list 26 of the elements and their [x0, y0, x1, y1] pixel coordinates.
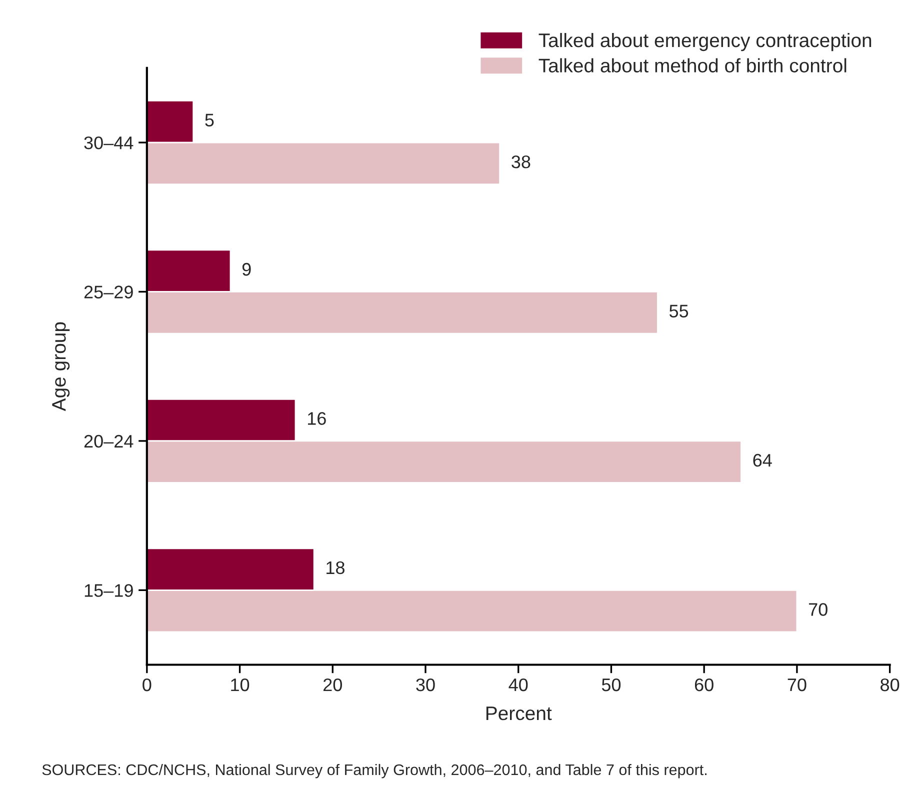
- x-tick-label: 70: [788, 678, 806, 692]
- data-label: 64: [753, 454, 772, 467]
- legend-label: Talked about method of birth control: [538, 58, 846, 72]
- x-axis-title: Percent: [486, 706, 552, 720]
- legend-label: Talked about emergency contraception: [538, 32, 872, 52]
- data-label: 38: [512, 155, 530, 168]
- x-tick-label: 50: [602, 678, 621, 692]
- x-tick-label: 30: [416, 678, 435, 692]
- source-note: SOURCES: CDC/NCHS, National Survey of Family Growth, 2006–2010, and Table 7 of this report.: [42, 764, 706, 778]
- y-tick-label: 30–44: [84, 136, 134, 150]
- x-tick-label: 40: [508, 678, 528, 692]
- x-tick-label: 0: [142, 678, 152, 692]
- x-tick-label: 60: [694, 678, 714, 692]
- data-label: 18: [326, 561, 344, 574]
- y-axis-title: Age group: [52, 322, 70, 412]
- data-label: 9: [242, 262, 251, 276]
- data-label: 16: [308, 412, 326, 425]
- x-tick-label: 80: [880, 678, 900, 692]
- y-tick-label: 15–19: [84, 584, 133, 597]
- y-tick-label: 20–24: [84, 434, 134, 448]
- y-tick-label: 25–29: [84, 286, 133, 298]
- x-tick-label: 10: [231, 678, 250, 692]
- data-label: 5: [205, 114, 214, 126]
- data-label: 70: [808, 603, 828, 616]
- x-tick-label: 20: [324, 678, 342, 692]
- data-label: 55: [669, 304, 688, 318]
